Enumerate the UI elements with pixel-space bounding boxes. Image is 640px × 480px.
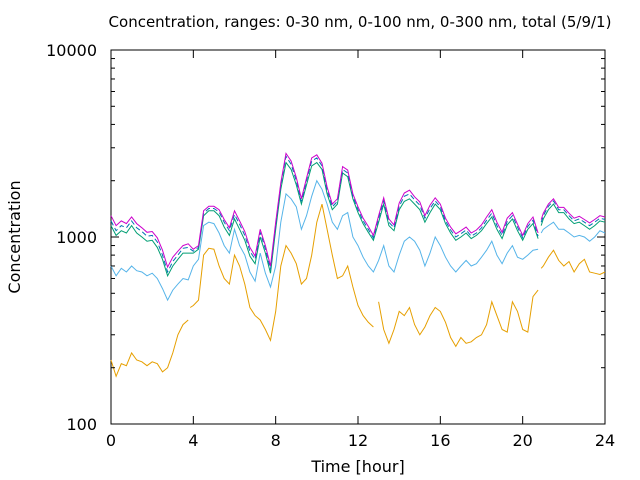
x-tick-label: 4 [188, 431, 198, 450]
plot-frame [110, 49, 606, 425]
x-tick-label: 8 [271, 431, 281, 450]
y-axis: 100 1000 10000 [46, 41, 605, 434]
series-line-4 [110, 154, 606, 274]
x-tick-label: 0 [106, 431, 116, 450]
y-tick-label: 10000 [46, 41, 97, 60]
x-tick-label: 16 [430, 431, 450, 450]
y-tick-label: 1000 [56, 228, 97, 247]
y-tick-label: 100 [66, 415, 97, 434]
x-axis-label: Time [hour] [310, 457, 404, 476]
x-tick-label: 24 [595, 431, 615, 450]
x-axis: 0 4 8 12 16 20 24 [106, 50, 615, 450]
series-line-1 [110, 203, 606, 378]
series-line-3 [110, 161, 606, 278]
series-group [110, 152, 606, 378]
chart-title: Concentration, ranges: 0-30 nm, 0-100 nm… [109, 13, 612, 31]
plot-area [110, 49, 606, 425]
x-tick-label: 12 [348, 431, 368, 450]
series-line-2 [110, 179, 606, 302]
series-line-5 [110, 152, 606, 269]
y-axis-label: Concentration [5, 180, 24, 293]
x-tick-label: 20 [512, 431, 532, 450]
